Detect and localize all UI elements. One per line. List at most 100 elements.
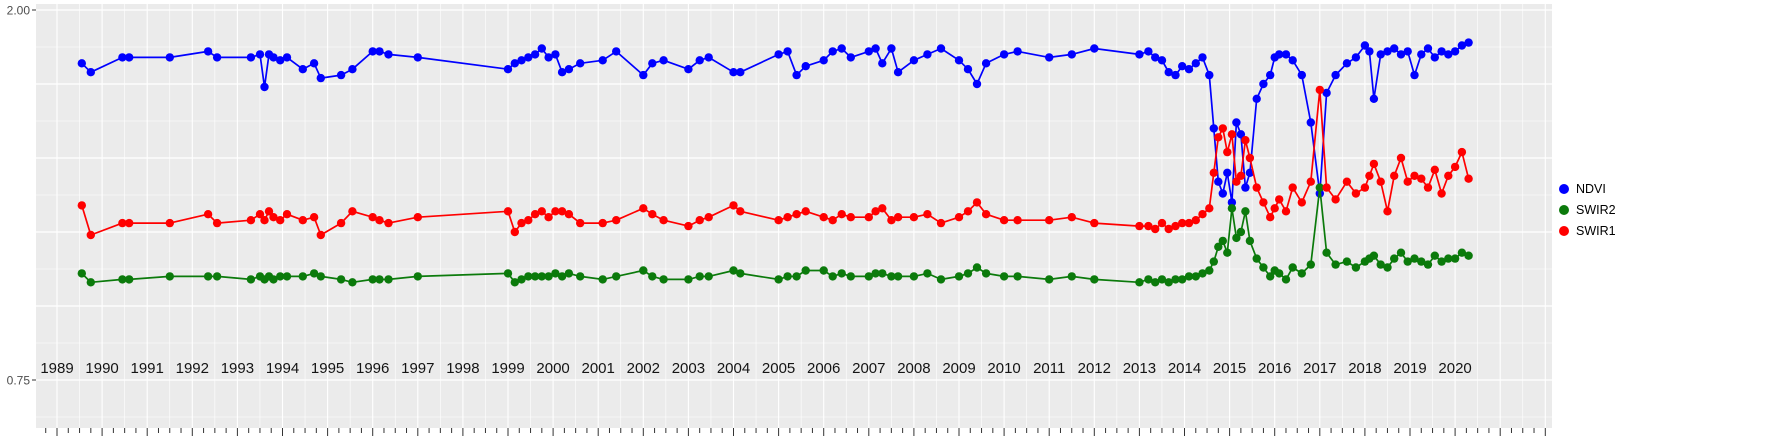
point-ndvi (510, 59, 519, 68)
point-swir1 (648, 210, 657, 219)
point-ndvi (375, 47, 384, 56)
legend-key-dot-ndvi (1559, 184, 1569, 194)
point-ndvi (537, 44, 546, 53)
point-swir2 (544, 272, 553, 281)
point-swir1 (530, 210, 540, 219)
point-ndvi (1464, 38, 1473, 47)
legend-item-swir1: SWIR1 (1559, 223, 1616, 239)
point-swir2 (517, 275, 526, 284)
point-ndvi (212, 53, 222, 62)
point-swir1 (86, 230, 96, 240)
point-ndvi (1164, 68, 1173, 77)
point-swir1 (736, 207, 745, 216)
legend-key-dot-swir1 (1559, 226, 1569, 236)
point-ndvi (564, 65, 574, 74)
point-swir2 (1245, 236, 1255, 246)
x-tick-label: 2010 (987, 360, 1020, 377)
point-swir1 (774, 216, 783, 225)
point-swir1 (1241, 136, 1250, 145)
point-swir1 (384, 218, 393, 228)
point-swir2 (1342, 257, 1352, 266)
point-swir1 (783, 213, 792, 222)
point-swir2 (999, 272, 1009, 281)
point-swir2 (1045, 275, 1054, 284)
point-swir1 (1205, 204, 1214, 213)
point-swir2 (936, 275, 946, 284)
point-swir1 (1252, 183, 1261, 192)
point-swir2 (659, 275, 668, 284)
point-swir2 (695, 272, 704, 281)
point-ndvi (1191, 59, 1201, 68)
point-ndvi (1232, 118, 1241, 127)
x-tick-label: 2017 (1303, 360, 1336, 377)
point-swir1 (1178, 218, 1187, 228)
x-tick-label: 2005 (762, 360, 795, 377)
point-swir1 (1306, 177, 1316, 186)
x-tick-label: 2020 (1438, 360, 1471, 377)
point-swir1 (704, 213, 713, 222)
x-tick-label: 1995 (311, 360, 344, 377)
point-swir1 (557, 207, 567, 216)
point-swir1 (1218, 124, 1228, 133)
point-swir2 (981, 269, 991, 278)
point-swir2 (1178, 275, 1187, 284)
point-swir2 (276, 272, 285, 281)
point-swir2 (1241, 207, 1250, 216)
point-swir1 (864, 213, 873, 222)
point-swir1 (165, 218, 174, 228)
x-tick-label: 2016 (1258, 360, 1291, 377)
point-swir2 (783, 272, 792, 281)
point-ndvi (1241, 183, 1250, 192)
point-swir2 (648, 272, 657, 281)
point-swir1 (1270, 204, 1279, 213)
point-ndvi (695, 56, 704, 65)
point-swir2 (1464, 251, 1473, 260)
point-ndvi (576, 59, 585, 68)
point-swir2 (1351, 263, 1361, 272)
point-swir2 (1444, 254, 1453, 263)
point-swir1 (1171, 221, 1180, 231)
point-swir2 (537, 272, 546, 281)
point-swir2 (524, 272, 533, 281)
point-ndvi (1410, 70, 1419, 80)
point-ndvi (909, 56, 919, 65)
point-ndvi (336, 70, 346, 80)
point-swir2 (282, 272, 292, 281)
grid-minor (36, 4, 1552, 428)
point-ndvi (276, 56, 285, 65)
point-swir1 (1151, 224, 1160, 234)
point-ndvi (801, 61, 810, 71)
point-ndvi (1067, 50, 1077, 59)
point-swir2 (1376, 260, 1385, 269)
legend-key-dot-swir2 (1559, 205, 1569, 215)
point-swir2 (77, 269, 87, 278)
point-ndvi (1369, 94, 1379, 104)
point-ndvi (316, 73, 325, 83)
point-swir1 (893, 213, 903, 222)
point-ndvi (1135, 50, 1144, 59)
point-swir2 (1275, 269, 1284, 278)
point-ndvi (792, 70, 801, 80)
x-tick-label: 2011 (1033, 360, 1065, 377)
point-swir1 (612, 216, 621, 225)
point-ndvi (309, 59, 319, 68)
point-swir2 (212, 272, 222, 281)
point-ndvi (1444, 50, 1453, 59)
point-ndvi (1171, 70, 1180, 80)
point-swir1 (639, 204, 648, 213)
point-ndvi (282, 53, 292, 62)
point-ndvi (837, 44, 846, 53)
point-ndvi (612, 47, 621, 56)
point-swir2 (846, 272, 855, 281)
x-tick-label: 2002 (627, 360, 660, 377)
point-swir1 (309, 213, 319, 222)
point-swir2 (413, 272, 422, 281)
point-swir1 (1045, 216, 1054, 225)
point-swir2 (1252, 254, 1261, 263)
point-swir2 (203, 272, 213, 281)
point-ndvi (1437, 47, 1446, 56)
point-swir1 (999, 216, 1009, 225)
point-swir1 (1209, 168, 1219, 177)
point-swir2 (893, 272, 903, 281)
